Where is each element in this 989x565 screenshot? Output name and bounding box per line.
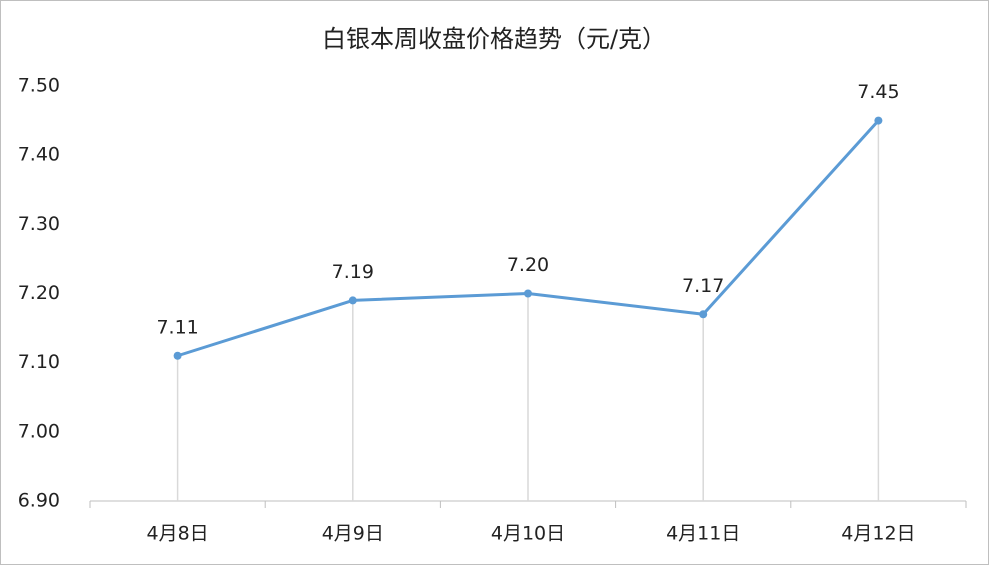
y-tick-label: 7.10: [18, 351, 60, 373]
data-label: 7.45: [857, 81, 899, 103]
y-tick-label: 7.50: [18, 75, 60, 97]
point: [699, 310, 708, 319]
y-tick-label: 7.20: [18, 282, 60, 304]
point: [874, 116, 883, 125]
x-tick-label: 4月11日: [666, 523, 740, 545]
data-label: 7.20: [507, 254, 549, 276]
y-tick-label: 7.00: [18, 420, 60, 442]
data-label: 7.17: [682, 275, 724, 297]
y-tick-label: 7.40: [18, 144, 60, 166]
point: [524, 289, 532, 298]
y-tick-label: 6.90: [18, 490, 60, 512]
y-tick-label: 7.30: [18, 213, 60, 235]
chart-title: 白银本周收盘价格趋势（元/克）: [322, 25, 666, 53]
data-label: 7.11: [156, 316, 198, 338]
point: [173, 351, 182, 360]
data-label: 7.19: [332, 261, 374, 283]
x-tick-label: 4月12日: [841, 523, 915, 545]
x-tick-label: 4月8日: [147, 523, 209, 545]
x-tick-label: 4月10日: [491, 523, 565, 545]
point: [348, 296, 357, 305]
x-tick-label: 4月9日: [322, 523, 384, 545]
